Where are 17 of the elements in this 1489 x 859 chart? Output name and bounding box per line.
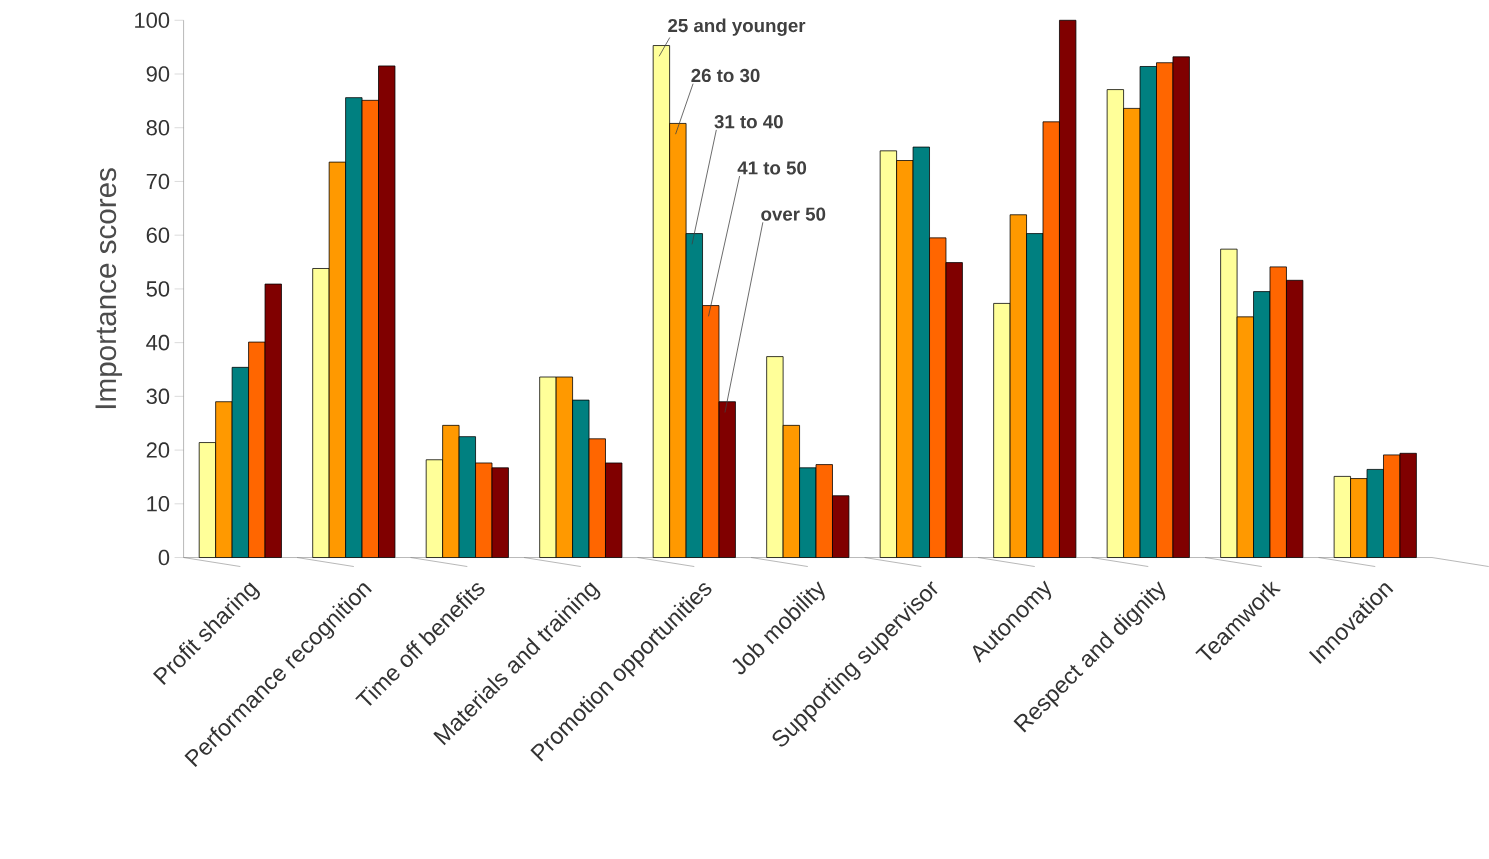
text: 31 to 40: [714, 115, 783, 129]
text: 26 to 30: [691, 68, 760, 83]
y-tick-label: 0: [158, 549, 170, 566]
y-tick-label: 100: [135, 12, 170, 29]
y-tick-label: 70: [146, 173, 170, 190]
y-tick-label: 20: [146, 442, 170, 458]
y-tick-label: 10: [147, 496, 170, 512]
y-tick-label: 90: [146, 66, 170, 82]
y-axis-title: Importance scores: [95, 168, 123, 409]
y-tick-label: 40: [146, 334, 170, 351]
text: over 50: [761, 207, 826, 221]
y-tick-label: 80: [146, 119, 170, 136]
series-label: 25 and younger: [668, 18, 806, 36]
y-tick-label: 50: [146, 281, 170, 297]
text: 41 to 50: [737, 161, 807, 175]
y-tick-label: 60: [146, 227, 170, 243]
y-tick-label: 30: [146, 388, 170, 405]
